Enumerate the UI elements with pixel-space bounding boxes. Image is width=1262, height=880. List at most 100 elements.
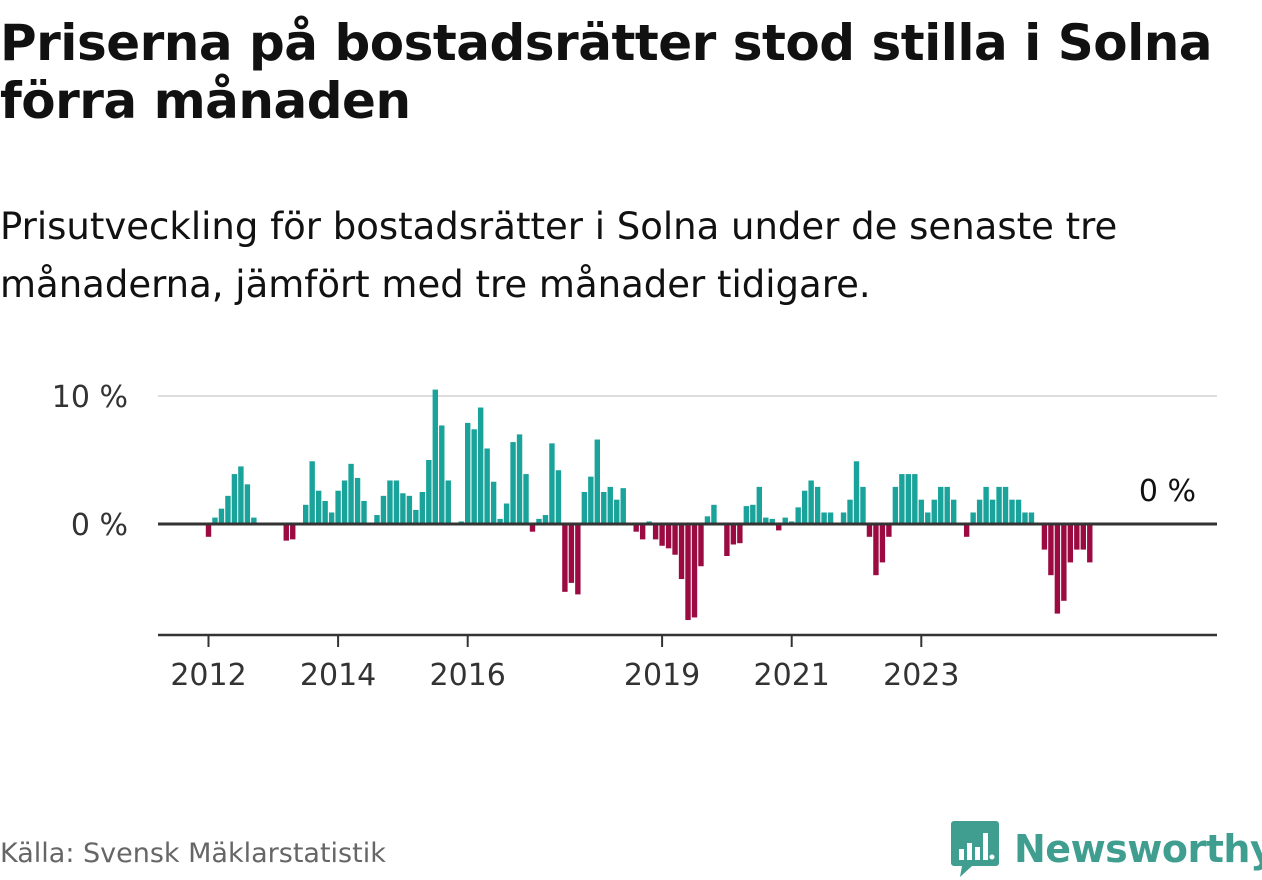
bar	[672, 524, 678, 555]
bar	[879, 524, 886, 563]
bar	[938, 486, 944, 524]
bar	[1048, 524, 1054, 576]
bar	[290, 524, 296, 540]
bar	[426, 460, 432, 524]
bar	[1041, 524, 1048, 550]
bar	[497, 518, 503, 524]
bar	[970, 512, 976, 524]
bar	[562, 524, 568, 592]
bar	[1061, 524, 1067, 601]
bar	[737, 524, 743, 544]
bar	[465, 422, 471, 524]
bar	[931, 499, 937, 524]
bar	[413, 509, 419, 524]
bar	[847, 499, 853, 524]
bar	[853, 461, 860, 524]
bar	[691, 524, 698, 618]
bar	[542, 515, 549, 524]
bar	[555, 470, 562, 524]
bar	[303, 504, 309, 524]
bar	[380, 495, 387, 524]
bar	[743, 506, 750, 524]
bar	[1054, 524, 1061, 614]
bar	[218, 508, 225, 524]
labels: 0 % 10 % 2012 2014 2016 2019 2021 2023 0 %	[52, 380, 1196, 693]
bar	[490, 481, 497, 524]
bar	[892, 486, 899, 524]
bar	[588, 476, 594, 524]
bar	[905, 474, 912, 524]
x-tick-label: 2019	[624, 658, 700, 693]
bar	[1080, 524, 1086, 550]
bar	[659, 524, 665, 546]
bar	[225, 495, 231, 524]
bar	[568, 524, 575, 583]
bar	[730, 524, 737, 545]
bar	[1087, 524, 1093, 563]
bar	[536, 518, 542, 524]
bar	[510, 442, 516, 524]
bar	[400, 493, 406, 524]
y-tick-label: 10 %	[52, 380, 128, 415]
bar	[439, 425, 445, 524]
bar	[1028, 512, 1035, 524]
bar	[231, 474, 238, 524]
bar	[976, 499, 983, 524]
bar	[827, 512, 834, 524]
x-tick-label: 2016	[430, 658, 506, 693]
bar	[1022, 512, 1028, 524]
bar	[335, 490, 341, 524]
bar	[406, 495, 413, 524]
bar	[341, 480, 348, 524]
x-tick-label: 2014	[300, 658, 376, 693]
bar	[776, 524, 782, 531]
bar	[899, 474, 905, 524]
last-value-label: 0 %	[1139, 474, 1196, 509]
bar	[328, 512, 335, 524]
bar	[503, 503, 510, 524]
bar	[652, 524, 659, 540]
bar	[1015, 499, 1022, 524]
bar	[763, 517, 769, 524]
bar	[963, 524, 970, 537]
bar	[724, 524, 730, 556]
bar-chart-speech-bubble-icon	[951, 821, 999, 877]
bar	[283, 524, 289, 541]
bar	[614, 499, 620, 524]
bar	[1074, 524, 1080, 550]
bar	[575, 524, 581, 595]
bar	[860, 486, 866, 524]
bar	[471, 429, 477, 524]
bar	[918, 499, 924, 524]
bar	[873, 524, 879, 576]
bar	[711, 504, 717, 524]
bar	[886, 524, 892, 537]
bar	[1009, 499, 1015, 524]
bar	[348, 463, 354, 524]
bar	[996, 486, 1002, 524]
bar	[944, 486, 950, 524]
bar	[251, 517, 257, 524]
bar	[704, 516, 711, 524]
bar	[639, 524, 646, 540]
bar	[601, 492, 607, 524]
bar	[801, 490, 808, 524]
bar-chart: 0 % 10 % 2012 2014 2016 2019 2021 2023 0 %	[52, 380, 1217, 693]
bar	[387, 480, 393, 524]
bar	[354, 477, 361, 524]
bar	[205, 524, 212, 537]
bar	[432, 389, 438, 524]
bar	[484, 448, 490, 524]
bar	[309, 461, 315, 524]
source-note: Källa: Svensk Mäklarstatistik	[0, 838, 386, 869]
bar	[212, 517, 218, 524]
bar	[665, 524, 672, 549]
bar	[477, 407, 484, 524]
bar	[840, 512, 847, 524]
bar	[393, 480, 400, 524]
bar	[925, 512, 931, 524]
bar	[951, 499, 957, 524]
bar	[821, 512, 827, 524]
brand-logo: Newsworthy	[950, 818, 1262, 880]
bar	[814, 486, 821, 524]
